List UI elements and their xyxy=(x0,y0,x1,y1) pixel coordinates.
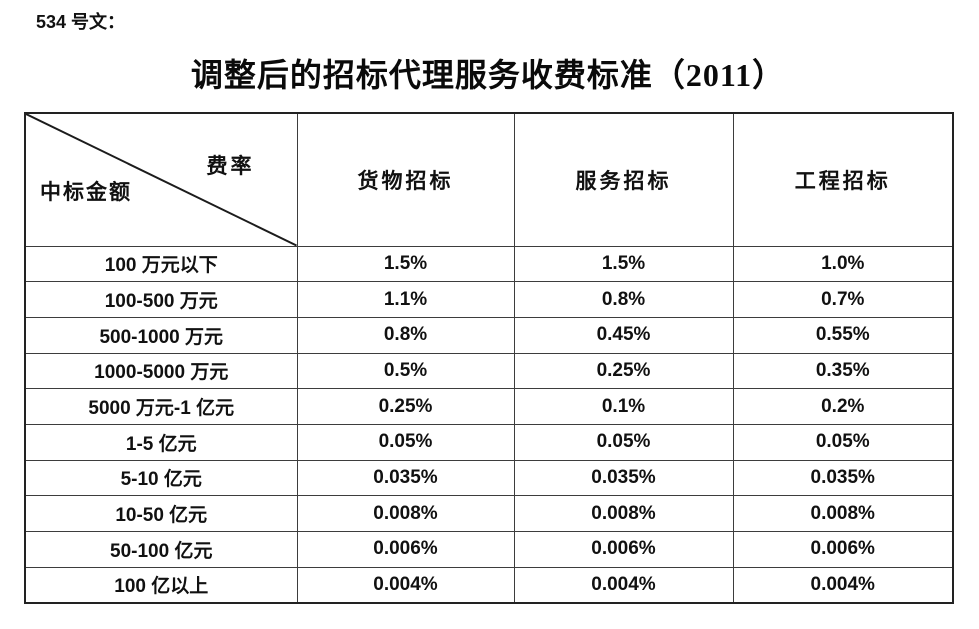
rate-cell: 0.35% xyxy=(732,352,954,390)
rate-cell: 0.008% xyxy=(732,495,954,532)
rate-cell: 0.035% xyxy=(296,459,515,497)
rate-cell: 0.008% xyxy=(513,495,734,532)
rate-cell: 0.25% xyxy=(296,388,515,425)
table-header-row: 费率 中标金额 货物招标 服务招标 工程招标 xyxy=(24,112,954,247)
column-header-services: 服务招标 xyxy=(513,112,734,247)
page-title: 调整后的招标代理服务收费标准（2011） xyxy=(190,57,786,93)
rate-cell: 0.004% xyxy=(732,566,954,604)
rate-cell: 1.0% xyxy=(732,245,954,283)
rate-cell: 1.1% xyxy=(296,281,515,318)
rate-cell: 1.5% xyxy=(513,245,734,283)
row-label-cell: 1000-5000 万元 xyxy=(24,352,298,390)
rate-cell: 0.45% xyxy=(513,316,734,354)
row-label-cell: 5-10 亿元 xyxy=(24,459,298,497)
rate-cell: 0.006% xyxy=(513,531,734,568)
table-row: 100-500 万元 1.1% 0.8% 0.7% xyxy=(24,281,954,318)
column-header-goods: 货物招标 xyxy=(296,112,515,247)
row-label-cell: 100 亿以上 xyxy=(24,566,298,604)
rate-cell: 0.05% xyxy=(296,423,515,461)
row-label-cell: 100-500 万元 xyxy=(24,281,298,318)
rate-cell: 0.8% xyxy=(296,316,515,354)
corner-amount-label: 中标金额 xyxy=(40,179,132,204)
row-label-cell: 50-100 亿元 xyxy=(24,531,298,568)
rate-cell: 0.8% xyxy=(513,281,734,318)
column-header-engineering: 工程招标 xyxy=(732,112,954,247)
rate-cell: 0.2% xyxy=(732,388,954,425)
table-row: 100 万元以下 1.5% 1.5% 1.0% xyxy=(24,245,954,283)
rate-cell: 0.55% xyxy=(732,316,954,354)
rate-cell: 0.7% xyxy=(732,281,954,318)
table-row: 10-50 亿元 0.008% 0.008% 0.008% xyxy=(24,495,954,532)
row-label-cell: 500-1000 万元 xyxy=(24,316,298,354)
rate-cell: 0.035% xyxy=(513,459,734,497)
rate-cell: 0.035% xyxy=(732,459,954,497)
rate-cell: 0.008% xyxy=(296,495,515,532)
rate-cell: 0.004% xyxy=(296,566,515,604)
corner-fee-rate-label: 费率 xyxy=(206,154,255,178)
row-label-cell: 1-5 亿元 xyxy=(24,423,298,461)
rate-cell: 1.5% xyxy=(296,245,515,283)
fee-rate-table: 费率 中标金额 货物招标 服务招标 工程招标 100 万元以下 1.5% 1.5… xyxy=(24,112,954,604)
table-row: 500-1000 万元 0.8% 0.45% 0.55% xyxy=(24,316,954,354)
table-row: 1000-5000 万元 0.5% 0.25% 0.35% xyxy=(24,352,954,390)
table-row: 1-5 亿元 0.05% 0.05% 0.05% xyxy=(24,423,954,461)
diagonal-corner-cell: 费率 中标金额 xyxy=(24,112,298,247)
diagonal-line xyxy=(26,114,297,246)
table-row: 50-100 亿元 0.006% 0.006% 0.006% xyxy=(24,531,954,568)
rate-cell: 0.25% xyxy=(513,352,734,390)
rate-cell: 0.1% xyxy=(513,388,734,425)
document-number-label: 534 号文： xyxy=(36,12,126,32)
row-label-cell: 10-50 亿元 xyxy=(24,495,298,532)
row-label-cell: 5000 万元-1 亿元 xyxy=(24,388,298,425)
table-row: 100 亿以上 0.004% 0.004% 0.004% xyxy=(24,566,954,604)
row-label-cell: 100 万元以下 xyxy=(24,245,298,283)
rate-cell: 0.5% xyxy=(296,352,515,390)
rate-cell: 0.004% xyxy=(513,566,734,604)
rate-cell: 0.05% xyxy=(513,423,734,461)
rate-cell: 0.006% xyxy=(296,531,515,568)
table-row: 5000 万元-1 亿元 0.25% 0.1% 0.2% xyxy=(24,388,954,425)
table-row: 5-10 亿元 0.035% 0.035% 0.035% xyxy=(24,459,954,497)
rate-cell: 0.05% xyxy=(732,423,954,461)
rate-cell: 0.006% xyxy=(732,531,954,568)
